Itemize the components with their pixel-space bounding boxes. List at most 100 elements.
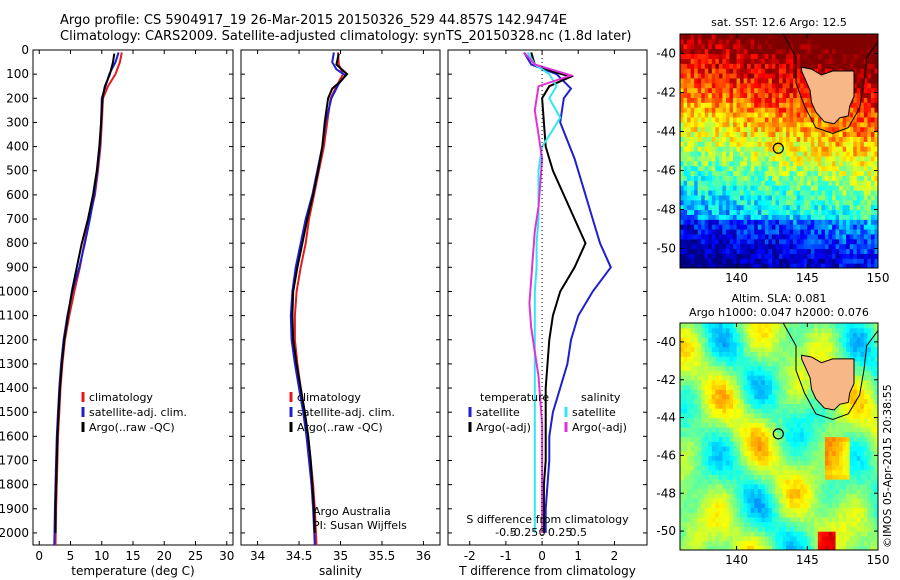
y-tick-label: 700 bbox=[6, 212, 29, 226]
legend-label: climatology bbox=[89, 391, 153, 404]
argo-location-marker bbox=[772, 142, 784, 154]
map-cells bbox=[680, 34, 878, 268]
y-tick-label: 1700 bbox=[0, 453, 29, 467]
y-tick-label: -48 bbox=[656, 203, 676, 217]
x2-axis-label: S difference from climatology bbox=[466, 513, 629, 526]
y-tick-label: 1600 bbox=[0, 429, 29, 443]
annotation-text: Argo Australia bbox=[313, 505, 391, 518]
map-panel-sla_map: 140 145 150 -40 -42 -44 -46 -48 -50 Altim. SLA: 0… bbox=[656, 292, 889, 567]
legend-label: Argo(..raw -QC) bbox=[297, 421, 383, 434]
y-tick-label: 300 bbox=[6, 115, 29, 129]
legend-label: satellite-adj. clim. bbox=[89, 406, 187, 419]
x-tick-label: 0 bbox=[35, 549, 43, 563]
y-tick-label: -44 bbox=[656, 125, 676, 139]
y-tick-label: -42 bbox=[656, 373, 676, 387]
x-tick-label: 145 bbox=[796, 553, 819, 567]
x-tick-label: 2 bbox=[611, 549, 619, 563]
x-tick-label: 150 bbox=[867, 271, 890, 285]
x-axis-label: T difference from climatology bbox=[458, 564, 636, 578]
y-tick-label: -50 bbox=[656, 524, 676, 538]
x-tick-label: 15 bbox=[125, 549, 140, 563]
plot-frame bbox=[240, 49, 441, 546]
x2-tick-label: -0.25 bbox=[510, 526, 538, 539]
y-tick-label: 1200 bbox=[0, 333, 29, 347]
x2-tick-label: 0.25 bbox=[548, 526, 573, 539]
y-tick-label: -44 bbox=[656, 411, 676, 425]
plot-frame bbox=[32, 49, 234, 546]
y-tick-label: 0 bbox=[21, 43, 29, 57]
y-tick-label: -48 bbox=[656, 486, 676, 500]
x-tick-label: 1 bbox=[574, 549, 582, 563]
x-tick-label: 0 bbox=[538, 549, 546, 563]
y-tick-label: 800 bbox=[6, 236, 29, 250]
map-frame bbox=[679, 322, 879, 551]
y-tick-label: 1500 bbox=[0, 405, 29, 419]
x-tick-label: 35.5 bbox=[369, 549, 396, 563]
profile-panel-temperature: 0 5 10 15 20 25 300100200300400500600700800900… bbox=[0, 43, 234, 578]
map-title-sla-2: Argo h1000: 0.047 h2000: 0.076 bbox=[689, 306, 869, 319]
x-tick-label: 25 bbox=[188, 549, 203, 563]
chart-title-line2: Climatology: CARS2009. Satellite-adjuste… bbox=[60, 29, 632, 44]
plot-frame bbox=[447, 49, 648, 546]
series-line-argo-adj- bbox=[530, 52, 587, 533]
y-tick-label: 1100 bbox=[0, 309, 29, 323]
legend-label: Argo(-adj) bbox=[572, 421, 627, 434]
y-tick-label: 500 bbox=[6, 164, 29, 178]
legend-label: satellite-adj. clim. bbox=[297, 406, 395, 419]
x-tick-label: 34.5 bbox=[286, 549, 313, 563]
map-frame bbox=[679, 33, 879, 269]
y-tick-label: 1400 bbox=[0, 381, 29, 395]
y-tick-label: -46 bbox=[656, 164, 676, 178]
y-tick-label: 200 bbox=[6, 91, 29, 105]
series-line-argo-raw-qc- bbox=[54, 53, 116, 533]
map-panel-sst_map: 140 145 150 -40 -42 -44 -46 -48 -50 sat. SST: 12.… bbox=[656, 16, 890, 285]
y-tick-label: -40 bbox=[656, 335, 676, 349]
y-tick-label: 1300 bbox=[0, 357, 29, 371]
x-axis-label: temperature (deg C) bbox=[71, 564, 194, 578]
x-tick-label: 140 bbox=[725, 271, 748, 285]
legend-header-salinity: salinity bbox=[581, 391, 621, 404]
argo-location-marker bbox=[772, 428, 784, 440]
tasmania-land bbox=[801, 66, 855, 125]
x2-tick-label: 0 bbox=[539, 526, 546, 539]
series-line-argo-adj- bbox=[523, 51, 575, 533]
x2-tick-label: -0.5 bbox=[495, 526, 516, 539]
x-tick-label: 140 bbox=[725, 553, 748, 567]
y-tick-label: 1900 bbox=[0, 502, 29, 516]
annotation-text: PI: Susan Wijffels bbox=[313, 519, 407, 532]
legend-label: Argo(..raw -QC) bbox=[89, 421, 175, 434]
x-tick-label: 150 bbox=[867, 553, 890, 567]
y-tick-label: -50 bbox=[656, 242, 676, 256]
y-tick-label: -40 bbox=[656, 47, 676, 61]
legend-label: climatology bbox=[297, 391, 361, 404]
shelf-contour bbox=[782, 323, 878, 421]
y-tick-label: 100 bbox=[6, 67, 29, 81]
x-tick-label: -1 bbox=[500, 549, 512, 563]
profile-panel-salinity: 34 34.5 35 35.5 36 salinity climatology satelli… bbox=[240, 49, 441, 578]
legend-header-temperature: temperature bbox=[480, 391, 549, 404]
y-tick-label: 2000 bbox=[0, 526, 29, 540]
y-tick-label: -42 bbox=[656, 86, 676, 100]
x2-tick-label: 0.5 bbox=[570, 526, 588, 539]
x-tick-label: 34 bbox=[250, 549, 265, 563]
legend-label: satellite bbox=[572, 406, 616, 419]
x-tick-label: 35 bbox=[333, 549, 348, 563]
x-tick-label: 145 bbox=[796, 271, 819, 285]
x-axis-label: salinity bbox=[319, 564, 362, 578]
profile-panel-differences: -2 -1 0 1 2T difference from climatology -0.5… bbox=[447, 49, 648, 578]
x-tick-label: 10 bbox=[94, 549, 109, 563]
map-title-sla-1: Altim. SLA: 0.081 bbox=[731, 292, 826, 305]
y-tick-label: 1000 bbox=[0, 284, 29, 298]
y-tick-label: 1800 bbox=[0, 478, 29, 492]
x-tick-label: 5 bbox=[67, 549, 75, 563]
y-tick-label: 600 bbox=[6, 188, 29, 202]
map-title-sst: sat. SST: 12.6 Argo: 12.5 bbox=[711, 16, 847, 29]
x-tick-label: 30 bbox=[219, 549, 234, 563]
series-line-satellite bbox=[523, 51, 612, 533]
y-tick-label: -46 bbox=[656, 448, 676, 462]
chart-title-line1: Argo profile: CS 5904917_19 26-Mar-2015 … bbox=[60, 13, 568, 28]
map-cells bbox=[680, 323, 878, 550]
tasmania-land bbox=[801, 354, 855, 411]
legend-label: satellite bbox=[476, 406, 520, 419]
